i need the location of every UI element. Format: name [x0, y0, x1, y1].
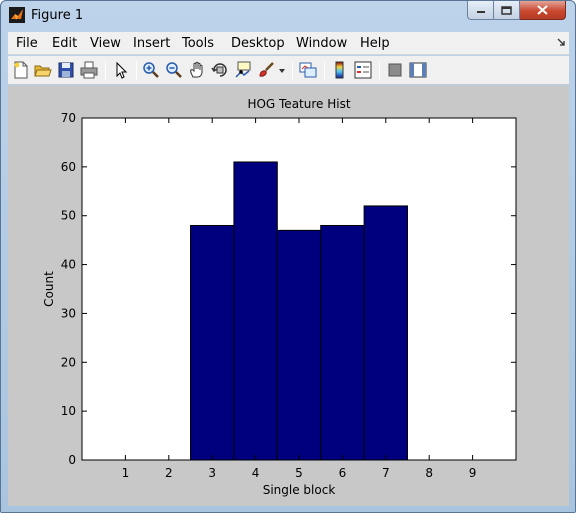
zoom-out-icon[interactable] [165, 61, 183, 79]
menu-desktop[interactable]: Desktop [231, 36, 285, 51]
dock-arrow-icon[interactable] [556, 36, 566, 48]
y-tick-label: 40 [61, 258, 76, 272]
title-bar[interactable]: Figure 1 [1, 1, 575, 31]
x-tick-label: 2 [165, 466, 173, 480]
histogram-chart[interactable]: 1 2 3 4 5 6 7 8 9 0 10 20 30 40 50 60 70 HOG Teature His… [8, 86, 569, 506]
bar-3[interactable] [190, 224, 235, 461]
bar-6[interactable] [320, 224, 365, 461]
x-tick-label: 6 [339, 466, 347, 480]
minimize-icon [476, 11, 485, 13]
bar-5[interactable] [276, 229, 322, 461]
legend-icon[interactable] [354, 61, 372, 79]
data-cursor-icon[interactable] [234, 61, 252, 79]
toolbar-separator [292, 61, 293, 80]
minimize-button[interactable] [467, 1, 494, 20]
hide-plot-tools-icon[interactable] [386, 61, 404, 79]
bar-7[interactable] [363, 205, 409, 461]
x-tick-label: 1 [122, 466, 130, 480]
x-tick-label: 9 [469, 466, 477, 480]
show-plot-tools-icon[interactable] [409, 61, 427, 79]
menu-bar: File Edit View Insert Tools Desktop Wind… [8, 32, 569, 55]
maximize-icon [501, 5, 512, 15]
toolbar-separator [136, 61, 137, 80]
open-file-icon[interactable] [34, 61, 52, 79]
x-axis-label: Single block [263, 483, 336, 497]
toolbar-separator [105, 61, 106, 80]
window-title: Figure 1 [31, 8, 84, 23]
bars-group [190, 161, 409, 461]
menu-tools[interactable]: Tools [182, 36, 215, 51]
figure-canvas: 1 2 3 4 5 6 7 8 9 0 10 20 30 40 50 60 70 HOG Teature His… [8, 86, 569, 506]
matlab-logo-icon [9, 7, 25, 23]
toolbar-separator [379, 61, 380, 80]
x-tick-label: 5 [295, 466, 303, 480]
brush-dropdown-icon[interactable] [278, 61, 286, 79]
menu-edit[interactable]: Edit [52, 36, 78, 51]
new-figure-icon[interactable] [12, 61, 30, 79]
y-axis-label: Count [42, 271, 56, 307]
x-tick-label: 3 [208, 466, 216, 480]
edit-plot-arrow-icon[interactable] [112, 61, 130, 79]
print-icon[interactable] [80, 61, 98, 79]
figure-toolbar [8, 56, 569, 85]
save-icon[interactable] [57, 61, 75, 79]
chart-title: HOG Teature Hist [247, 97, 350, 111]
menu-view[interactable]: View [90, 36, 121, 51]
colorbar-icon[interactable] [331, 61, 349, 79]
y-tick-label: 60 [61, 160, 76, 174]
ticks-group: 1 2 3 4 5 6 7 8 9 0 10 20 30 40 50 60 70 [61, 111, 516, 480]
menu-help[interactable]: Help [360, 36, 390, 51]
zoom-in-icon[interactable] [142, 61, 160, 79]
y-tick-label: 10 [61, 404, 76, 418]
link-plot-icon[interactable] [299, 61, 317, 79]
y-tick-label: 30 [61, 306, 76, 320]
x-tick-label: 8 [425, 466, 433, 480]
y-tick-label: 70 [61, 111, 76, 125]
close-button[interactable] [520, 1, 566, 20]
toolbar-separator [324, 61, 325, 80]
y-tick-label: 20 [61, 355, 76, 369]
menu-window[interactable]: Window [296, 36, 348, 51]
pan-hand-icon[interactable] [188, 61, 206, 79]
menu-file[interactable]: File [16, 36, 38, 51]
brush-icon[interactable] [257, 61, 275, 79]
close-icon [537, 5, 548, 15]
maximize-button[interactable] [494, 1, 520, 20]
x-tick-label: 4 [252, 466, 260, 480]
rotate-3d-icon[interactable] [211, 61, 229, 79]
bar-4[interactable] [233, 161, 278, 461]
menu-insert[interactable]: Insert [133, 36, 171, 51]
x-tick-label: 7 [382, 466, 390, 480]
y-tick-label: 50 [61, 209, 76, 223]
y-tick-label: 0 [68, 453, 76, 467]
